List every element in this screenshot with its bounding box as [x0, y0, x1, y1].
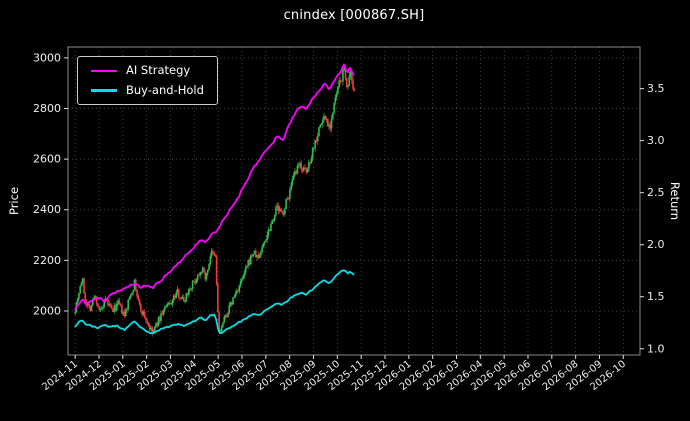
- svg-text:3.5: 3.5: [647, 82, 665, 95]
- svg-text:2800: 2800: [33, 102, 61, 115]
- legend-item-ai-strategy: AI Strategy: [91, 63, 204, 77]
- svg-text:2600: 2600: [33, 153, 61, 166]
- svg-text:1.0: 1.0: [647, 342, 665, 355]
- legend-item-buy-and-hold: Buy-and-Hold: [91, 82, 204, 97]
- svg-text:2000: 2000: [33, 304, 61, 317]
- svg-text:3.0: 3.0: [647, 134, 665, 147]
- legend-label-ai-strategy: AI Strategy: [126, 63, 191, 77]
- svg-text:2200: 2200: [33, 254, 61, 267]
- buy-and-hold-line-swatch: [91, 89, 117, 92]
- legend-label-buy-and-hold: Buy-and-Hold: [126, 82, 204, 97]
- chart-title: cnindex [000867.SH]: [283, 8, 425, 23]
- svg-text:1.5: 1.5: [647, 290, 665, 303]
- svg-text:2400: 2400: [33, 203, 61, 216]
- ai-strategy-line-swatch: [91, 69, 117, 72]
- svg-text:3000: 3000: [33, 51, 61, 64]
- legend: AI Strategy Buy-and-Hold: [77, 56, 218, 105]
- svg-text:2.5: 2.5: [647, 186, 665, 199]
- svg-text:2.0: 2.0: [647, 238, 665, 251]
